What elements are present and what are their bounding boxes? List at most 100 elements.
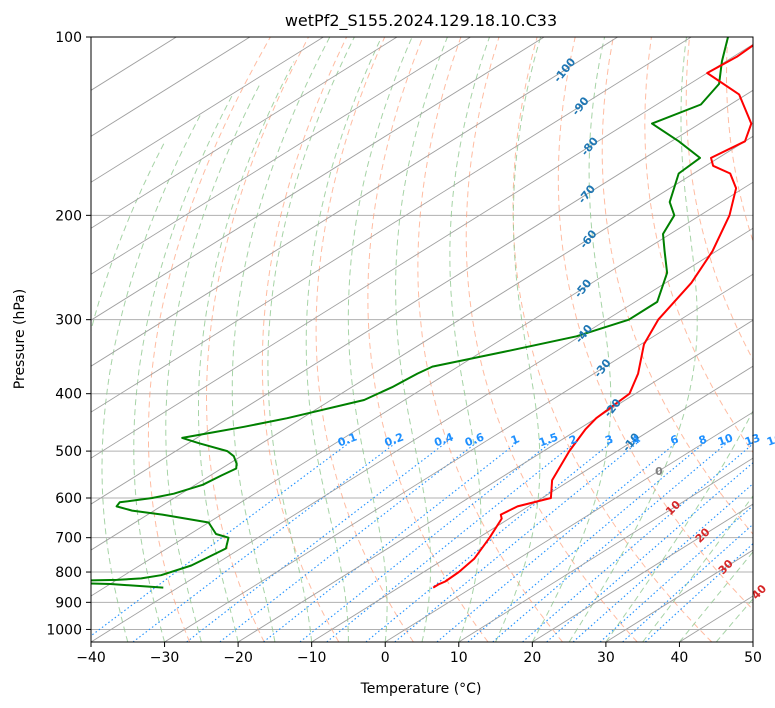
isobar-lines <box>91 37 753 630</box>
isotherm-line <box>164 273 753 642</box>
isotherm-line <box>91 37 398 229</box>
y-tick-label: 700 <box>55 531 82 547</box>
x-tick-label: −10 <box>297 650 327 666</box>
moist-adiabat-line <box>101 113 202 642</box>
y-tick-label: 400 <box>55 387 82 403</box>
moist-adiabat-line <box>715 598 753 642</box>
mixing-ratio-label: 8 <box>697 433 709 448</box>
isotherm-line <box>91 37 618 367</box>
y-tick-label: 1000 <box>46 622 82 638</box>
dry-adiabat-line <box>685 37 753 361</box>
dry-adiabat-line <box>417 37 563 642</box>
isotherm-line <box>91 43 753 459</box>
dewpoint-series <box>91 37 729 589</box>
moist-adiabat-line <box>395 37 448 642</box>
moist-adiabat-line <box>642 495 753 642</box>
y-tick-label: 200 <box>55 208 82 224</box>
moist-adiabat-line <box>347 37 413 642</box>
x-tick-label: 40 <box>671 650 689 666</box>
x-tick-label: −20 <box>223 650 253 666</box>
isotherm-line <box>91 135 753 551</box>
isotherm-line <box>91 37 692 413</box>
mixing-ratio-label: 3 <box>603 433 615 448</box>
moist-adiabat-line <box>449 37 490 642</box>
y-axis: 1000 900 800 700 600 500 400 300 200 100 <box>46 30 91 638</box>
isotherm-line <box>91 181 753 597</box>
isotherm-line <box>91 89 753 505</box>
y-tick-label: 900 <box>55 595 82 611</box>
mixing-ratio-line <box>546 462 753 642</box>
y-axis-label: Pressure (hPa) <box>12 289 28 389</box>
isotherm-lines <box>91 37 753 642</box>
x-tick-label: 20 <box>523 650 541 666</box>
mixing-ratio-label: 0.2 <box>383 431 406 450</box>
plot-area <box>91 37 753 642</box>
mixing-ratio-label: 1.5 <box>537 431 560 450</box>
mixing-ratio-line <box>219 440 480 642</box>
isotherm-line <box>91 37 545 321</box>
mixing-ratio-line <box>622 523 753 642</box>
x-tick-label: −40 <box>76 650 106 666</box>
moist-adiabat-line <box>198 61 295 642</box>
dry-adiabat-line <box>601 37 753 535</box>
mixing-ratio-line <box>365 440 615 642</box>
mixing-ratio-line <box>467 440 708 642</box>
dry-adiabat-line <box>147 37 271 642</box>
y-tick-label: 800 <box>55 565 82 581</box>
isotherm-line <box>532 503 753 642</box>
mixing-ratio-label: 0.1 <box>336 431 359 450</box>
isotherm-line <box>91 227 753 642</box>
mixing-ratio-label: 0.4 <box>432 430 455 449</box>
isotherm-line <box>237 319 753 642</box>
mixing-ratio-label: 16 <box>765 431 775 449</box>
moist-adiabat-line <box>568 37 698 642</box>
y-tick-label: 600 <box>55 491 82 507</box>
x-axis: −40 −30 −20 −10 0 10 20 30 40 50 <box>76 642 762 666</box>
dry-adiabat-line <box>465 37 638 642</box>
isotherm-line <box>384 411 753 642</box>
mixing-ratio-label: 0.6 <box>463 430 486 449</box>
moist-adiabat-line <box>305 37 382 642</box>
isotherm-line <box>311 365 753 642</box>
mixing-ratio-label: 4 <box>630 432 642 447</box>
isotherm-line <box>91 37 471 275</box>
mixing-ratio-line <box>91 440 353 637</box>
y-tick-label: 100 <box>55 30 82 46</box>
x-tick-label: 30 <box>597 650 615 666</box>
y-tick-label: 500 <box>55 444 82 460</box>
moist-adiabat-line <box>679 551 753 642</box>
x-tick-label: 10 <box>450 650 468 666</box>
mixing-ratio-label: 2 <box>567 433 579 448</box>
plot-frame <box>90 36 754 643</box>
x-tick-label: −30 <box>150 650 180 666</box>
mixing-ratio-line <box>572 483 753 642</box>
moist-adiabat-line <box>605 409 753 642</box>
x-axis-label: Temperature (°C) <box>360 681 482 697</box>
mixing-ratio-labels: 0.10.20.40.611.52346810131620253036 <box>336 430 775 449</box>
chart-title: wetPf2_S155.2024.129.18.10.C33 <box>285 11 557 31</box>
moist-adiabat-line <box>133 94 234 642</box>
mixing-ratio-line <box>299 440 554 642</box>
mixing-ratio-lines <box>91 440 753 642</box>
mixing-ratio-label: 6 <box>669 432 681 447</box>
mixing-ratio-line <box>492 440 731 642</box>
moist-adiabats <box>91 37 753 642</box>
moist-adiabat-line <box>231 37 331 642</box>
y-tick-label: 300 <box>55 313 82 329</box>
dry-adiabat-line <box>261 37 348 642</box>
mixing-ratio-line <box>644 542 753 642</box>
isotherm-zero-label: 0 <box>655 465 663 478</box>
x-tick-label: 0 <box>381 650 390 666</box>
moist-adiabat-line <box>165 83 261 642</box>
moist-adiabat-line <box>495 37 542 642</box>
x-tick-label: 50 <box>744 650 762 666</box>
mixing-ratio-label: 1 <box>509 433 521 448</box>
isotherm-line <box>458 457 753 642</box>
mixing-ratio-label: 10 <box>716 431 735 449</box>
mixing-ratio-line <box>186 440 449 642</box>
mixing-ratio-line <box>522 443 753 642</box>
mixing-ratio-line <box>132 440 400 642</box>
dry-adiabat-line <box>367 37 489 642</box>
dry-adiabat-line <box>206 37 309 642</box>
